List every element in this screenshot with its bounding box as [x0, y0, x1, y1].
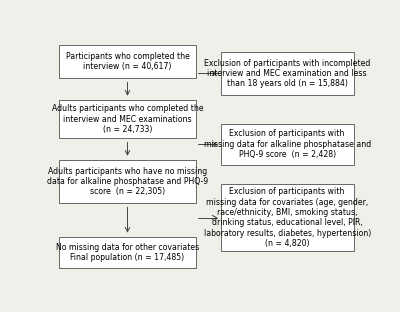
FancyBboxPatch shape — [220, 52, 354, 95]
Text: Participants who completed the
interview (n = 40,617): Participants who completed the interview… — [66, 52, 190, 71]
FancyBboxPatch shape — [220, 124, 354, 165]
FancyBboxPatch shape — [59, 100, 196, 138]
FancyBboxPatch shape — [220, 184, 354, 251]
Text: Exclusion of participants with
missing data for alkaline phosphatase and
PHQ-9 s: Exclusion of participants with missing d… — [204, 129, 371, 159]
Text: No missing data for other covariates
Final population (n = 17,485): No missing data for other covariates Fin… — [56, 243, 199, 262]
Text: Adults participants who completed the
interview and MEC examinations
(n = 24,733: Adults participants who completed the in… — [52, 104, 203, 134]
FancyBboxPatch shape — [59, 237, 196, 268]
FancyBboxPatch shape — [59, 160, 196, 203]
FancyBboxPatch shape — [59, 45, 196, 78]
Text: Exclusion of participants with incompleted
interview and MEC examination and les: Exclusion of participants with incomplet… — [204, 59, 370, 88]
Text: Exclusion of participants with
missing data for covariates (age, gender,
race/et: Exclusion of participants with missing d… — [204, 187, 371, 248]
Text: Adults participants who have no missing
data for alkaline phosphatase and PHQ-9
: Adults participants who have no missing … — [47, 167, 208, 197]
